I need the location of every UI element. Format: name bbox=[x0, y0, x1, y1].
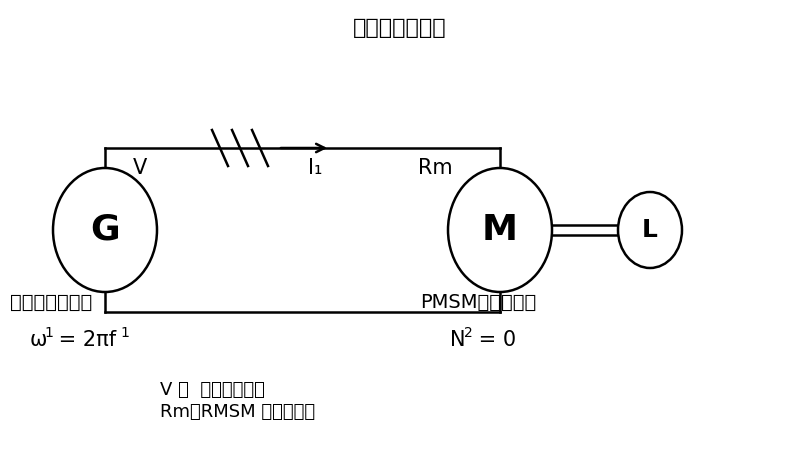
Ellipse shape bbox=[448, 168, 552, 292]
Text: ω: ω bbox=[30, 330, 47, 350]
Text: = 2πf: = 2πf bbox=[52, 330, 116, 350]
Text: 起动时等效电路: 起动时等效电路 bbox=[353, 18, 447, 38]
Text: 1: 1 bbox=[44, 326, 53, 340]
Text: G: G bbox=[90, 213, 120, 247]
Text: I₁: I₁ bbox=[308, 158, 322, 178]
Text: 1: 1 bbox=[120, 326, 129, 340]
Text: V ：  电源的相电压: V ： 电源的相电压 bbox=[160, 381, 265, 399]
Text: N: N bbox=[450, 330, 466, 350]
Ellipse shape bbox=[53, 168, 157, 292]
Text: 2: 2 bbox=[464, 326, 473, 340]
Text: 电源（逆变器）: 电源（逆变器） bbox=[10, 292, 92, 311]
Text: Rm：RMSM 的单相电阻: Rm：RMSM 的单相电阻 bbox=[160, 403, 315, 421]
Text: Rm: Rm bbox=[418, 158, 452, 178]
Text: = 0: = 0 bbox=[472, 330, 516, 350]
Text: PMSM（电动机）: PMSM（电动机） bbox=[420, 292, 536, 311]
Ellipse shape bbox=[618, 192, 682, 268]
Text: V: V bbox=[133, 158, 147, 178]
Text: M: M bbox=[482, 213, 518, 247]
Text: L: L bbox=[642, 218, 658, 242]
